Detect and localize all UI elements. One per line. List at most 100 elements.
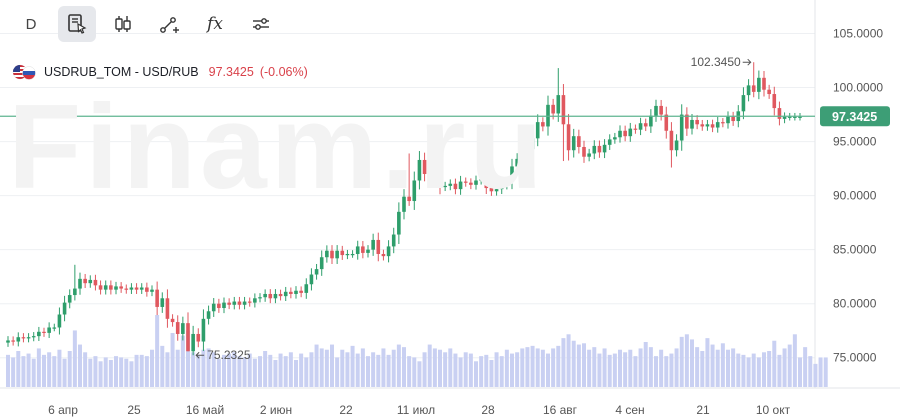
interval-button[interactable]: D — [12, 6, 50, 42]
candle — [474, 175, 478, 190]
high-arrow — [742, 58, 752, 66]
candle — [721, 118, 725, 128]
volume-bar — [654, 356, 658, 387]
volume-bar — [510, 353, 514, 387]
candle — [57, 307, 62, 335]
x-tick-label: 6 апр — [48, 403, 78, 417]
candle — [669, 122, 674, 168]
candle — [571, 128, 576, 158]
indicators-button[interactable]: fx — [196, 6, 234, 42]
candle — [505, 176, 509, 190]
volume-bar — [448, 348, 453, 387]
volume-bar — [803, 347, 808, 387]
volume-bar — [52, 356, 57, 387]
volume-bar — [350, 345, 355, 387]
volume-bar — [417, 361, 422, 387]
volume-bar — [756, 357, 761, 387]
candle-type-button[interactable] — [104, 6, 142, 42]
candle — [335, 245, 339, 264]
symbol-legend: USDRUB_TOM - USD/RUB 97.3425 (-0.06%) — [12, 64, 308, 80]
volume-bar — [787, 344, 792, 387]
candle — [98, 280, 103, 295]
candle — [484, 173, 489, 194]
symbol-price: 97.3425 — [208, 65, 254, 79]
candle — [433, 166, 437, 188]
candle — [314, 263, 319, 280]
settings-button[interactable] — [242, 6, 280, 42]
chart-settings-button[interactable] — [58, 6, 96, 42]
volume-bar — [299, 353, 304, 387]
volume-bar — [720, 343, 725, 387]
candle — [700, 119, 705, 131]
candle — [448, 179, 453, 191]
volume-bar — [597, 353, 602, 387]
y-tick-label: 80.0000 — [833, 297, 877, 311]
volume-bar — [252, 358, 257, 387]
volume-bar — [134, 354, 139, 387]
volume-bar — [515, 352, 520, 387]
volume-bar — [453, 353, 458, 387]
volume-bar — [499, 356, 504, 387]
volume-bar — [458, 357, 463, 387]
volume-bar — [78, 344, 82, 387]
candle — [283, 286, 288, 301]
candle — [458, 175, 463, 195]
current-price-label: 97.3425 — [832, 110, 877, 124]
volume-bar — [376, 354, 381, 387]
candle — [443, 181, 447, 192]
candle — [695, 115, 699, 130]
volume-bar — [103, 357, 108, 387]
volume-bar — [798, 357, 802, 387]
volume-bar — [762, 352, 766, 387]
x-tick-label: 21 — [696, 403, 710, 417]
candle — [520, 133, 525, 167]
volume-bar — [592, 347, 597, 387]
volume-bar — [726, 349, 730, 387]
volume-bar — [741, 354, 746, 387]
candle — [340, 245, 345, 260]
candle — [715, 116, 720, 133]
candle — [463, 177, 468, 187]
volume-bar — [700, 351, 705, 387]
volume-bar — [108, 360, 113, 387]
volume-bar — [288, 352, 293, 387]
candle — [582, 140, 586, 163]
volume-bar — [47, 352, 52, 387]
volume-bar — [345, 352, 350, 387]
candle — [124, 284, 129, 294]
x-tick-label: 11 июл — [397, 403, 435, 417]
volume-bar — [576, 344, 581, 387]
candle — [587, 148, 591, 162]
volume-bar — [304, 357, 309, 387]
candle — [746, 79, 751, 102]
candle — [782, 112, 787, 124]
volume-bar — [679, 336, 684, 387]
volume-bar — [294, 360, 298, 387]
candle — [247, 297, 252, 307]
volume-bar — [474, 361, 478, 387]
volume-bar — [391, 349, 396, 387]
document-cursor-icon — [68, 14, 87, 34]
candle — [330, 245, 334, 264]
candle — [386, 240, 391, 263]
candle — [710, 119, 715, 133]
candle — [597, 140, 602, 158]
candle — [160, 292, 165, 313]
symbol-name: USDRUB_TOM - USD/RUB — [44, 65, 199, 79]
x-tick-label: 16 авг — [543, 403, 578, 417]
volume-bar — [309, 352, 314, 387]
candle — [355, 240, 360, 260]
volume-bar — [119, 357, 124, 387]
volume-bar — [782, 348, 787, 387]
candle — [397, 202, 401, 244]
drawing-tools-button[interactable] — [150, 6, 188, 42]
volume-bar — [16, 351, 21, 387]
candle — [16, 332, 21, 347]
candle — [42, 327, 46, 337]
y-tick-label: 95.0000 — [833, 135, 877, 149]
candle — [319, 250, 324, 276]
volume-bar — [283, 356, 288, 387]
volume-bar — [792, 334, 797, 387]
volume-bar — [690, 339, 694, 387]
